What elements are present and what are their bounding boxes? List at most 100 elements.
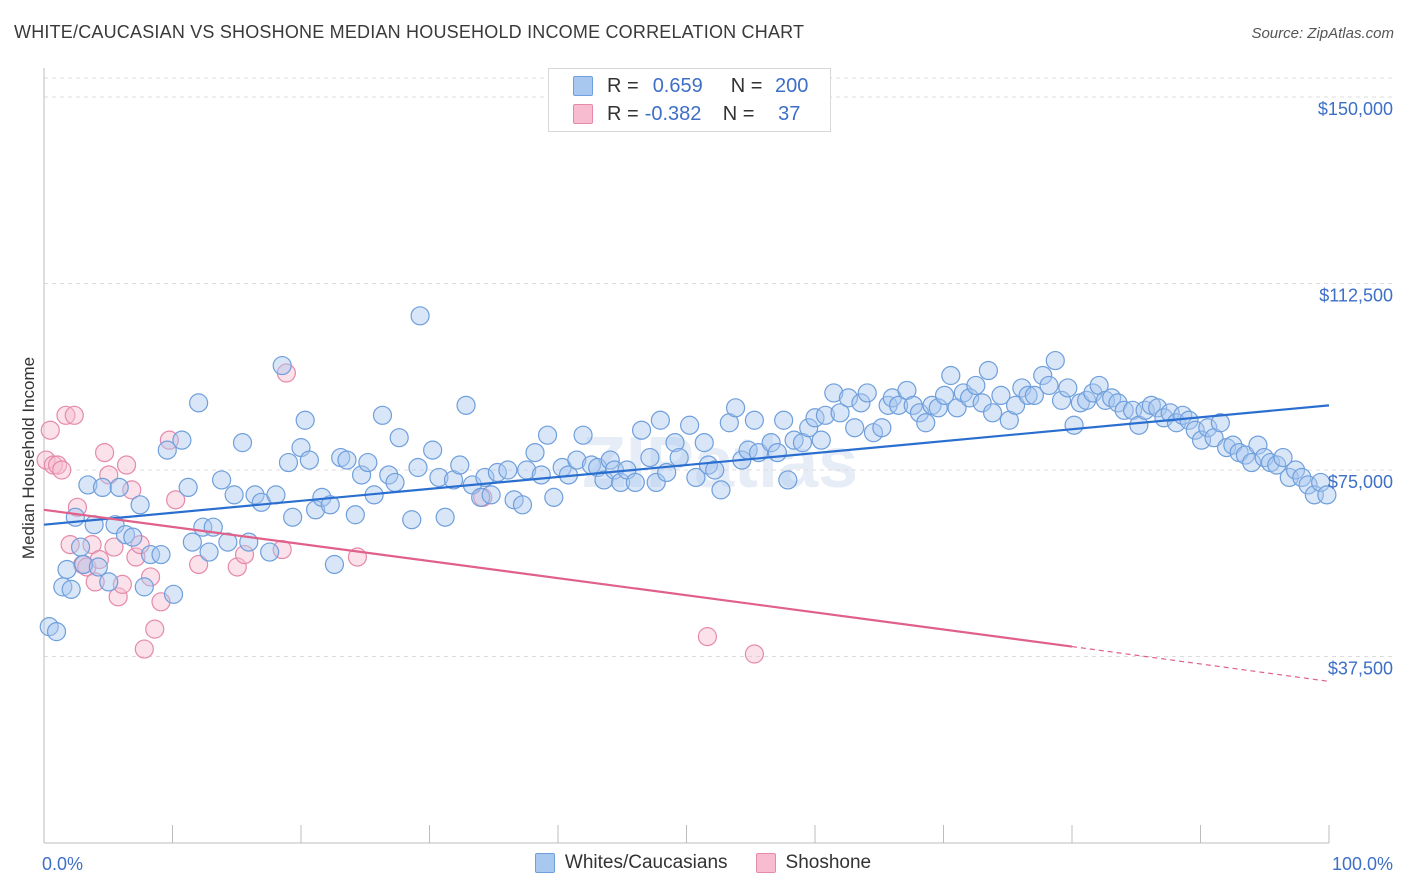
y-tick-label: $75,000 — [1328, 472, 1393, 492]
data-point — [166, 490, 186, 510]
data-point — [872, 418, 892, 438]
y-tick-label: $150,000 — [1318, 99, 1393, 119]
data-point — [686, 467, 706, 488]
data-point — [1033, 365, 1053, 386]
legend-n-value: 200 — [775, 74, 809, 97]
data-point — [182, 532, 202, 552]
tick-labels: $37,500 $75,000 $112,500 $150,000 0.0% 100.0% — [42, 99, 1393, 874]
data-point — [1077, 390, 1097, 410]
data-point — [64, 405, 84, 425]
data-point — [295, 410, 315, 430]
y-axis-label: Median Household Income — [19, 357, 38, 559]
legend-row-shoshone: R = -0.382 N = 37 — [573, 101, 800, 127]
data-point — [669, 447, 689, 468]
data-point — [567, 450, 587, 470]
x-tick-label: 100.0% — [1332, 854, 1393, 874]
bottom-legend-swatch-whites — [534, 853, 555, 873]
trend-line — [43, 508, 1073, 648]
data-point — [1024, 385, 1044, 405]
data-point — [140, 567, 161, 587]
data-point — [65, 507, 85, 527]
data-point — [1135, 400, 1155, 420]
data-point — [134, 639, 154, 659]
data-point — [116, 455, 137, 475]
bottom-legend-shoshone[interactable]: Shoshone — [755, 852, 872, 874]
data-point — [537, 425, 558, 445]
data-point — [423, 440, 443, 460]
data-point — [475, 467, 495, 488]
data-point — [92, 477, 113, 498]
data-point — [1039, 375, 1059, 396]
data-point — [1292, 467, 1312, 488]
data-point — [600, 450, 620, 470]
legend: R = 0.659 N = 200 R = -0.382 N = 37 — [548, 68, 831, 132]
data-point — [594, 470, 614, 490]
data-point — [646, 472, 666, 493]
data-point — [260, 542, 280, 562]
data-point — [611, 472, 631, 493]
bottom-legend-label: Shoshone — [785, 852, 872, 873]
data-point — [227, 557, 247, 577]
data-point — [408, 457, 428, 478]
data-point — [1154, 408, 1174, 428]
data-point — [1148, 398, 1168, 418]
data-point — [199, 542, 219, 562]
data-point — [960, 388, 980, 408]
data-point — [697, 627, 717, 647]
data-point — [145, 619, 165, 639]
data-point — [130, 495, 150, 515]
data-point — [320, 495, 340, 515]
data-point — [99, 465, 119, 485]
data-point — [351, 465, 372, 485]
data-point — [680, 415, 700, 435]
data-point — [1045, 350, 1065, 371]
data-point — [811, 430, 831, 450]
data-point — [830, 403, 850, 423]
data-point — [972, 393, 992, 413]
data-point — [934, 385, 955, 405]
data-point — [157, 440, 177, 460]
data-point — [211, 470, 232, 490]
data-point — [1114, 400, 1134, 420]
legend-n-label: N = — [730, 74, 763, 97]
data-point — [903, 395, 923, 415]
series-whites — [39, 306, 1337, 642]
data-point — [108, 587, 128, 607]
data-point — [402, 510, 422, 530]
data-point — [115, 525, 136, 545]
data-point — [218, 532, 238, 552]
data-point — [857, 383, 877, 403]
data-point — [978, 360, 999, 381]
data-point — [512, 495, 533, 515]
data-point — [744, 644, 764, 664]
data-point — [694, 433, 714, 453]
data-point — [966, 375, 986, 396]
data-point — [450, 455, 470, 475]
data-point — [345, 505, 365, 525]
data-point — [991, 385, 1011, 405]
data-point — [123, 527, 143, 547]
data-point — [928, 398, 948, 418]
data-point — [278, 452, 299, 473]
bottom-legend-label: Whites/Caucasians — [564, 852, 728, 873]
data-point — [824, 383, 844, 403]
y-tick-label: $37,500 — [1328, 659, 1393, 679]
data-point — [232, 433, 253, 453]
bottom-legend-whites[interactable]: Whites/Caucasians — [534, 852, 728, 874]
data-point — [941, 365, 961, 386]
data-point — [1005, 395, 1026, 415]
data-point — [324, 554, 345, 575]
data-point — [94, 442, 115, 463]
data-point — [379, 465, 399, 485]
source-label: Source: ZipAtlas.com — [1251, 25, 1394, 42]
data-point — [1064, 415, 1084, 435]
data-point — [78, 475, 98, 495]
data-point — [299, 450, 319, 470]
data-point — [306, 500, 326, 520]
data-point — [89, 549, 109, 570]
data-point — [640, 447, 660, 468]
legend-n-label: N = — [722, 102, 755, 125]
data-point — [189, 554, 209, 575]
data-point — [1285, 460, 1306, 480]
